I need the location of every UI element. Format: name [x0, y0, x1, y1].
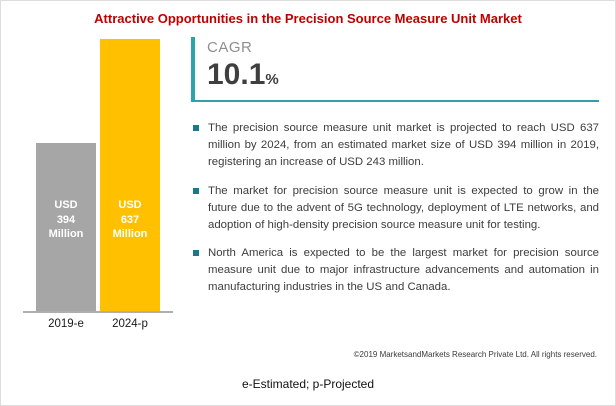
chart-plot-area: USD 394 Million USD 637 Million [23, 39, 173, 314]
x-axis: 2019-e 2024-p [23, 313, 173, 330]
cagr-block: CAGR 10.1% [191, 37, 599, 101]
bar-2019: USD 394 Million [36, 143, 96, 312]
list-item: North America is expected to be the larg… [191, 245, 599, 296]
cagr-label: CAGR [207, 39, 253, 57]
cagr-value: 10.1% [207, 60, 599, 90]
bullet-square-icon [193, 187, 199, 194]
bullet-square-icon [193, 125, 199, 132]
accent-divider [191, 100, 599, 103]
insight-text: The precision source measure unit market… [208, 122, 599, 169]
cagr-percent-sign: % [265, 71, 279, 89]
copyright-notice: ©2019 MarketsandMarkets Research Private… [353, 350, 597, 359]
bullet-square-icon [193, 249, 199, 256]
insight-text: North America is expected to be the larg… [208, 246, 599, 294]
bar-2024: USD 637 Million [100, 39, 160, 312]
bar-2019-value-label: USD 394 Million [48, 199, 84, 240]
insight-text: The market for precision source measure … [208, 184, 599, 231]
cagr-number: 10.1 [207, 58, 266, 92]
insight-list: The precision source measure unit market… [191, 120, 599, 296]
x-axis-label-2019: 2019-e [48, 318, 84, 331]
list-item: The market for precision source measure … [191, 183, 599, 234]
footnote: e-Estimated; p-Projected [241, 377, 375, 391]
x-axis-label-2024: 2024-p [112, 318, 148, 331]
page-title: Attractive Opportunities in the Precisio… [94, 11, 522, 26]
bar-2024-value-label: USD 637 Million [112, 199, 148, 240]
info-panel: CAGR 10.1% The precision source measure … [173, 35, 599, 330]
bar-chart: USD 394 Million USD 637 Million 2019-e 2… [23, 35, 173, 330]
content-area: USD 394 Million USD 637 Million 2019-e 2… [1, 27, 615, 330]
list-item: The precision source measure unit market… [191, 120, 599, 171]
